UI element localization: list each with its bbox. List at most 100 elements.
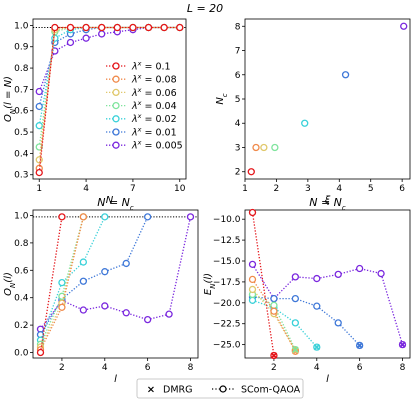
dmrg-point-0.005 (399, 341, 406, 348)
data-point (122, 259, 130, 268)
x-tick-label: 2 (59, 363, 65, 373)
dmrg-point-0.04 (292, 346, 299, 353)
data-point (334, 270, 342, 279)
legend-marker (112, 101, 120, 110)
x-tick-label: 4 (336, 184, 342, 194)
series-line (39, 216, 63, 353)
series-0.1 (36, 213, 66, 357)
x-tick-label: 10 (174, 184, 186, 194)
y-tick-label: 5 (235, 95, 241, 105)
data-point (291, 294, 300, 303)
y-tick-label: 0.2 (14, 321, 28, 331)
series-0.005 (248, 260, 407, 349)
scatter-point-0.08 (252, 143, 260, 152)
y-tick-label: 0.9 (14, 43, 29, 53)
panel-A: 1 4 7 10 0.3 0.4 0.5 0.6 0.7 0.8 0.9 1.0 N ON(l = N) λ… (3, 18, 187, 206)
y-tick-label: 1.0 (14, 21, 29, 31)
dmrg-legend-label: DMRG (163, 384, 192, 395)
series-line (38, 26, 180, 169)
y-tick-label: −12.5 (213, 236, 241, 246)
y-tick-label: −17.5 (213, 278, 241, 288)
data-point (313, 302, 321, 310)
data-point (122, 309, 130, 317)
series-line (38, 26, 180, 173)
dmrg-marker: × (147, 385, 155, 396)
panel-C: 2 4 6 8 0.0 0.2 0.4 0.6 0.8 1.0 N = Nc l ON(l) (3, 196, 199, 385)
x-axis-label: l (114, 374, 117, 385)
data-point (35, 102, 43, 111)
data-point (36, 348, 45, 357)
data-point (79, 277, 88, 285)
scatter-point-0.1 (247, 168, 255, 176)
y-tick-label: 0.4 (14, 294, 29, 304)
series-line (39, 216, 84, 351)
x-tick-label: 3 (305, 184, 311, 194)
y-tick-label: −20.0 (213, 299, 241, 309)
legend-marker (112, 88, 120, 97)
data-point (270, 307, 278, 315)
legend-label: λx = 0.08 (131, 73, 177, 86)
y-tick-label: 2 (235, 168, 241, 178)
y-axis-label: EN(l) (203, 273, 217, 295)
data-point (291, 273, 300, 281)
y-tick-label: 0.6 (14, 266, 29, 276)
series-0.02 (248, 296, 321, 351)
x-axis-label: ξ (324, 195, 331, 206)
dmrg-point-0.1 (270, 352, 278, 359)
x-tick-label: 2 (271, 363, 277, 373)
legend-label: λx = 0.04 (131, 99, 177, 112)
axes-frame (244, 209, 411, 359)
scatter-point-0.02 (301, 119, 309, 127)
x-tick-label: 6 (357, 363, 363, 373)
legend-label: λx = 0.01 (131, 125, 177, 138)
y-axis-label: ON(l) (3, 272, 17, 296)
panel-title: N = Nc (309, 196, 346, 212)
series-0.1 (35, 23, 184, 177)
x-tick-label: 1 (36, 184, 42, 194)
data-point (143, 315, 152, 324)
y-tick-label: 3 (235, 143, 241, 153)
data-point (101, 302, 109, 310)
data-point (248, 275, 257, 284)
y-tick-label: 4 (235, 119, 241, 129)
y-axis-label-text: Nc (215, 93, 229, 104)
scom-legend-label: SCom-QAOA (241, 384, 301, 395)
y-tick-label: 0.4 (14, 149, 29, 159)
data-point (113, 23, 121, 32)
legend-marker (112, 141, 120, 149)
data-point (51, 23, 59, 32)
y-tick-label: 0.6 (14, 107, 29, 117)
scatter-point-0.04 (271, 143, 279, 152)
y-axis-label-text: ON(l) (3, 272, 17, 296)
x-tick-label: 8 (400, 363, 406, 373)
axes-frame (244, 18, 411, 180)
data-point (98, 30, 106, 38)
data-point (248, 260, 257, 269)
data-point (98, 23, 106, 32)
y-tick-label: 8 (235, 22, 241, 32)
bottom-legend: × DMRG SCom-QAOA (136, 378, 304, 399)
data-point (248, 285, 257, 294)
scatter-point-0.06 (260, 143, 268, 152)
data-point (355, 264, 364, 273)
data-point (313, 274, 321, 283)
x-axis-label: l (326, 374, 329, 385)
y-tick-label: −25.0 (213, 341, 241, 351)
data-point (79, 258, 88, 266)
series-line (252, 289, 296, 351)
y-tick-label: 1.0 (14, 211, 29, 221)
data-point (66, 23, 75, 32)
data-point (334, 319, 342, 327)
legend-marker (112, 62, 120, 70)
scom-legend-marker (219, 385, 227, 393)
y-tick-label: 0.3 (14, 171, 28, 181)
dmrg-point-0.02 (313, 343, 321, 351)
y-tick-label: 6 (235, 71, 241, 81)
series-line (39, 216, 149, 336)
axes-frame (32, 209, 199, 359)
data-point (291, 319, 300, 327)
data-point (176, 23, 184, 32)
x-axis-label: N (106, 195, 114, 206)
x-tick-label: 4 (102, 363, 108, 373)
data-point (35, 168, 43, 177)
